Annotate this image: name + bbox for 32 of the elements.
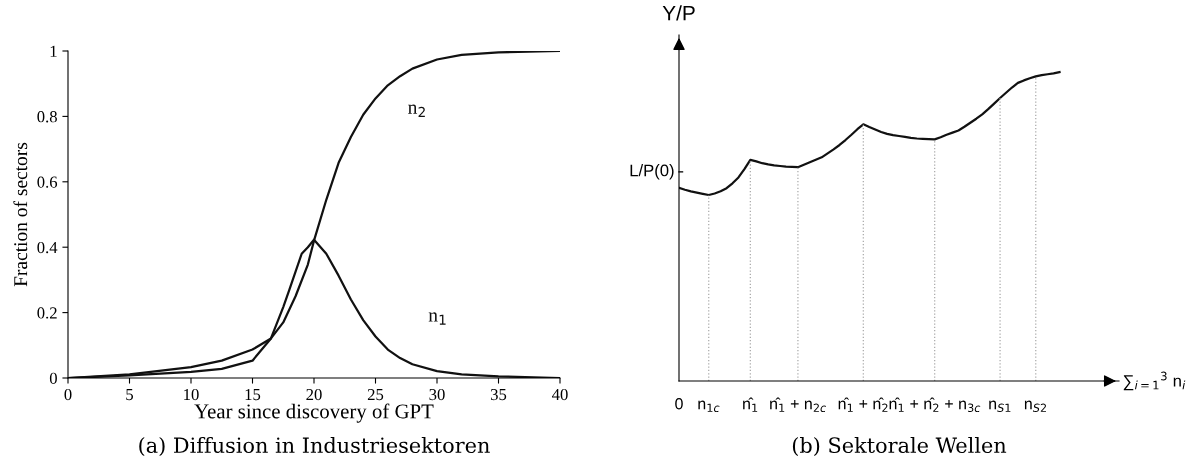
y-tick-label: 0.6 [37, 176, 58, 188]
x-tick-label: 30 [429, 388, 445, 401]
x-tick-label: 25 [367, 388, 384, 401]
text: (a) Diffusion in Industriesektoren [139, 436, 490, 456]
text: (b) Sektorale Wellen [792, 436, 1007, 456]
text: n$_{1}$ [428, 312, 446, 325]
x-tick-label: n̂$_{1}$ + n$_{2c}$ [770, 397, 827, 412]
x-tick-label: 5 [126, 389, 134, 401]
ref-line-label: L/P(0) [630, 164, 674, 180]
x-axis-title: ∑$_{i=1}$$^{3}$ n$_{i}$ [1123, 371, 1186, 391]
x-tick-label: n̂$_{1}$ + n̂$_{2}$ + n$_{3c}$ [889, 397, 981, 412]
y-tick-label: 0 [49, 372, 57, 384]
x-tick-label: n$_{S2}$ [1024, 400, 1046, 412]
x-tick-label: n$_{1c}$ [698, 400, 720, 412]
x-tick-label: 20 [306, 388, 322, 401]
y-tick-label: 0.2 [37, 307, 57, 319]
series-label: n$_{2}$ [408, 104, 425, 117]
y-axis-title: Fraction of sectors [13, 142, 28, 287]
y-tick-label: 0.4 [37, 241, 58, 254]
x-tick-label: 10 [184, 388, 199, 401]
x-tick-label: n̂$_{1}$ [743, 397, 758, 412]
x-tick-label: 35 [490, 388, 507, 401]
y-axis-title: Y/P [662, 5, 695, 21]
y-tick-label: 0.8 [37, 111, 57, 123]
x-tick-label: 0 [675, 398, 683, 410]
x-tick-label: n̂$_{1}$ + n̂$_{2}$ [838, 397, 888, 412]
x-tick-label: 15 [245, 388, 261, 401]
x-axis-title: Year since discovery of GPT [194, 403, 434, 423]
y-tick-label: 1 [50, 45, 57, 57]
x-tick-label: 40 [551, 388, 568, 401]
x-tick-label: 0 [64, 388, 72, 401]
x-tick-label: n$_{S1}$ [989, 400, 1011, 412]
